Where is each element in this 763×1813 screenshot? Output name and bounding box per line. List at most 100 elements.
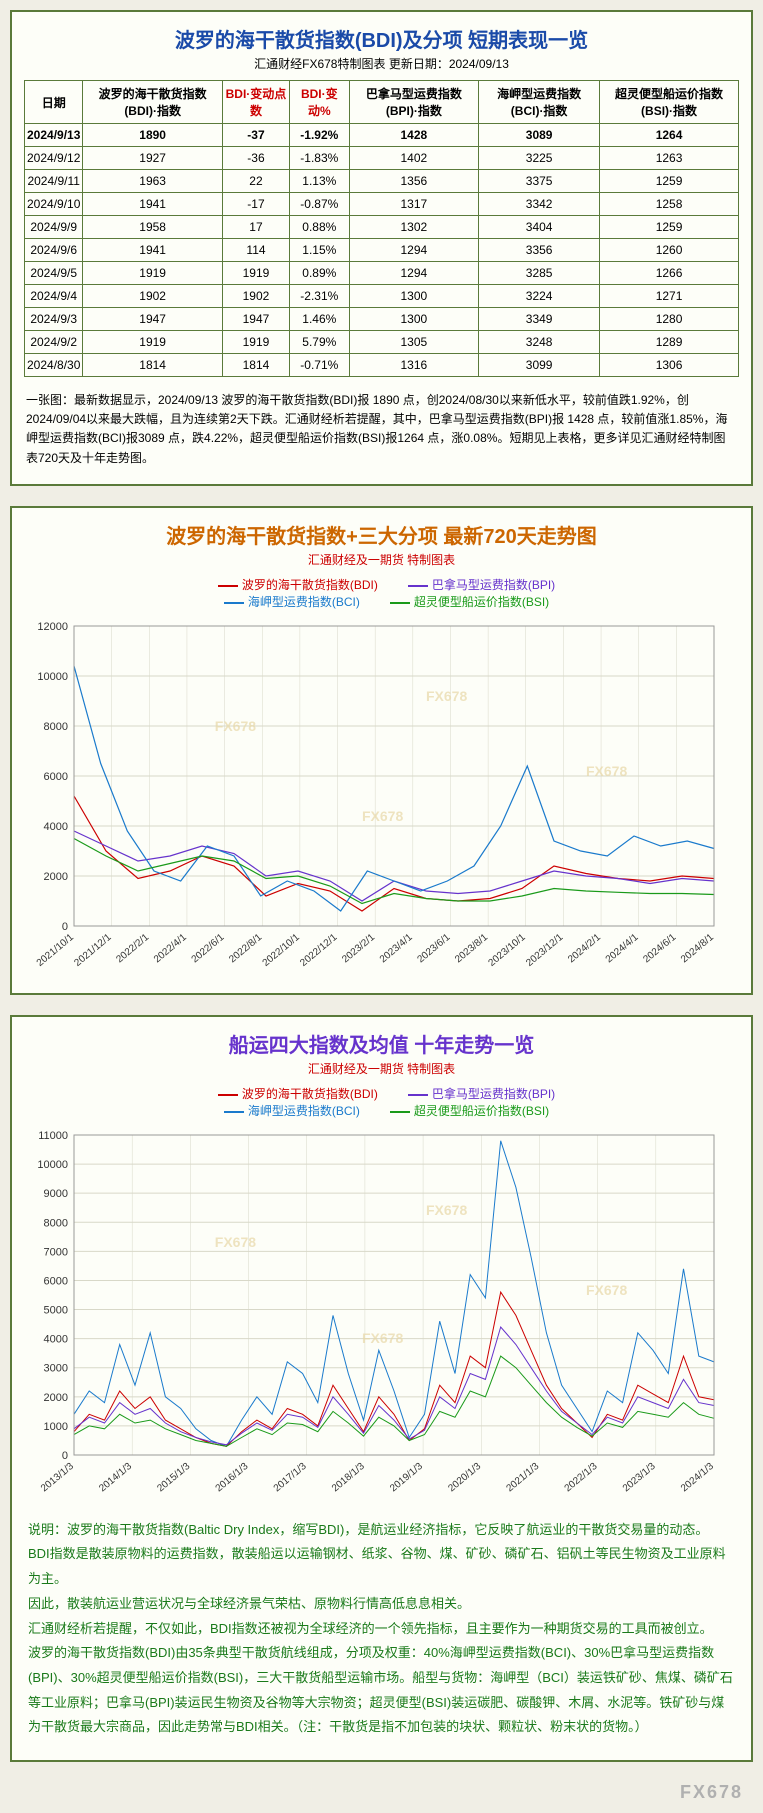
svg-text:2016/1/3: 2016/1/3 [214,1460,251,1494]
legend-item: 波罗的海干散货指数(BDI) [208,576,378,593]
svg-text:7000: 7000 [44,1246,68,1258]
svg-text:2022/10/1: 2022/10/1 [261,931,302,968]
svg-text:2024/8/1: 2024/8/1 [679,931,716,965]
legend-item: 超灵便型船运价指数(BSI) [380,593,549,610]
panel3-legend: 波罗的海干散货指数(BDI) 巴拿马型运费指数(BPI) 海岬型运费指数(BCI) 超… [24,1085,739,1119]
svg-text:3000: 3000 [44,1362,68,1374]
footer-watermark: FX678 [10,1782,753,1803]
table-row: 2024/9/131890-37-1.92%142830891264 [25,124,739,147]
svg-text:8000: 8000 [44,721,68,733]
table-header: 波罗的海干散货指数(BDI)·指数 [83,81,223,124]
svg-text:2021/12/1: 2021/12/1 [72,931,113,968]
svg-text:2024/4/1: 2024/4/1 [604,931,641,965]
svg-text:2024/6/1: 2024/6/1 [641,931,678,965]
svg-text:FX678: FX678 [586,763,627,779]
svg-text:10000: 10000 [37,1159,68,1171]
panel1-title: 波罗的海干散货指数(BDI)及分项 短期表现一览 [24,24,739,53]
svg-text:2023/12/1: 2023/12/1 [524,931,565,968]
svg-text:FX678: FX678 [362,1330,403,1346]
svg-text:5000: 5000 [44,1304,68,1316]
table-row: 2024/9/419021902-2.31%130032241271 [25,285,739,308]
panel2-subtitle: 汇通财经及一期货 特制图表 [24,551,739,568]
chart-10y-panel: 船运四大指数及均值 十年走势一览 汇通财经及一期货 特制图表 波罗的海干散货指数… [10,1015,753,1762]
svg-text:2000: 2000 [44,1392,68,1404]
table-header: 巴拿马型运费指数(BPI)·指数 [349,81,479,124]
table-row: 2024/9/619411141.15%129433561260 [25,239,739,262]
svg-text:2024/1/3: 2024/1/3 [679,1460,716,1494]
legend-item: 波罗的海干散货指数(BDI) [208,1085,378,1102]
chart-720: 0 2000 4000 6000 8000 10000 12000 2021/10/12021… [24,616,739,981]
panel2-legend: 波罗的海干散货指数(BDI) 巴拿马型运费指数(BPI) 海岬型运费指数(BCI) 超… [24,576,739,610]
panel1-subtitle: 汇通财经FX678特制图表 更新日期：2024/09/13 [24,55,739,72]
svg-text:2024/2/1: 2024/2/1 [566,931,603,965]
svg-text:2013/1/3: 2013/1/3 [39,1460,76,1494]
svg-text:2019/1/3: 2019/1/3 [388,1460,425,1494]
svg-text:FX678: FX678 [426,688,467,704]
bdi-data-table: 日期波罗的海干散货指数(BDI)·指数BDI·变动点数BDI·变动%巴拿马型运费… [24,80,739,377]
panel3-description: 说明：波罗的海干散货指数(Baltic Dry Index，缩写BDI)，是航运… [24,1510,739,1748]
table-header: 海岬型运费指数(BCI)·指数 [479,81,600,124]
table-row: 2024/9/121927-36-1.83%140232251263 [25,147,739,170]
svg-text:6000: 6000 [44,1275,68,1287]
svg-text:2022/8/1: 2022/8/1 [227,931,264,965]
svg-text:FX678: FX678 [426,1202,467,1218]
table-row: 2024/9/2191919195.79%130532481289 [25,331,739,354]
legend-item: 巴拿马型运费指数(BPI) [398,576,555,593]
svg-text:2021/10/1: 2021/10/1 [35,931,76,968]
svg-text:1000: 1000 [44,1421,68,1433]
svg-text:FX678: FX678 [215,718,256,734]
table-header: 超灵便型船运价指数(BSI)·指数 [600,81,739,124]
svg-text:8000: 8000 [44,1217,68,1229]
svg-text:0: 0 [62,921,68,933]
table-header: BDI·变动% [290,81,349,124]
svg-text:2023/8/1: 2023/8/1 [453,931,490,965]
chart-10y: 0 1000 2000 3000 4000 5000 6000 7000 8000 9000 100… [24,1125,739,1510]
svg-text:2021/1/3: 2021/1/3 [504,1460,541,1494]
svg-text:2023/6/1: 2023/6/1 [416,931,453,965]
bdi-table-panel: 波罗的海干散货指数(BDI)及分项 短期表现一览 汇通财经FX678特制图表 更… [10,10,753,486]
table-row: 2024/9/101941-17-0.87%131733421258 [25,193,739,216]
svg-text:11000: 11000 [38,1130,68,1142]
svg-text:2000: 2000 [44,871,68,883]
svg-text:9000: 9000 [44,1188,68,1200]
legend-item: 超灵便型船运价指数(BSI) [380,1102,549,1119]
svg-text:2014/1/3: 2014/1/3 [97,1460,134,1494]
svg-text:FX678: FX678 [586,1282,627,1298]
svg-text:6000: 6000 [44,771,68,783]
svg-text:0: 0 [62,1450,68,1462]
svg-text:10000: 10000 [37,671,68,683]
svg-text:2018/1/3: 2018/1/3 [330,1460,367,1494]
svg-text:4000: 4000 [44,1333,68,1345]
table-row: 2024/9/111963221.13%135633751259 [25,170,739,193]
table-header: 日期 [25,81,83,124]
svg-text:2015/1/3: 2015/1/3 [155,1460,192,1494]
svg-text:2022/6/1: 2022/6/1 [190,931,227,965]
legend-item: 巴拿马型运费指数(BPI) [398,1085,555,1102]
panel1-description: 一张图：最新数据显示，2024/09/13 波罗的海干散货指数(BDI)报 18… [24,387,739,472]
legend-item: 海岬型运费指数(BCI) [214,1102,360,1119]
svg-text:FX678: FX678 [362,808,403,824]
svg-text:2017/1/3: 2017/1/3 [272,1460,309,1494]
table-row: 2024/8/3018141814-0.71%131630991306 [25,354,739,377]
chart-720-panel: 波罗的海干散货指数+三大分项 最新720天走势图 汇通财经及一期货 特制图表 波… [10,506,753,995]
table-row: 2024/9/91958170.88%130234041259 [25,216,739,239]
svg-text:2022/4/1: 2022/4/1 [152,931,189,965]
table-row: 2024/9/3194719471.46%130033491280 [25,308,739,331]
table-row: 2024/9/5191919190.89%129432851266 [25,262,739,285]
svg-text:2022/12/1: 2022/12/1 [298,931,339,968]
svg-text:2020/1/3: 2020/1/3 [446,1460,483,1494]
legend-item: 海岬型运费指数(BCI) [214,593,360,610]
svg-text:2023/2/1: 2023/2/1 [340,931,377,965]
svg-text:12000: 12000 [37,621,68,633]
svg-text:2022/2/1: 2022/2/1 [114,931,151,965]
svg-text:2023/4/1: 2023/4/1 [378,931,415,965]
svg-text:4000: 4000 [44,821,68,833]
table-header: BDI·变动点数 [222,81,289,124]
panel2-title: 波罗的海干散货指数+三大分项 最新720天走势图 [24,520,739,549]
svg-text:2023/1/3: 2023/1/3 [621,1460,658,1494]
panel3-title: 船运四大指数及均值 十年走势一览 [24,1029,739,1058]
svg-text:FX678: FX678 [215,1234,256,1250]
svg-text:2022/1/3: 2022/1/3 [563,1460,600,1494]
svg-text:2023/10/1: 2023/10/1 [487,931,528,968]
panel3-subtitle: 汇通财经及一期货 特制图表 [24,1060,739,1077]
